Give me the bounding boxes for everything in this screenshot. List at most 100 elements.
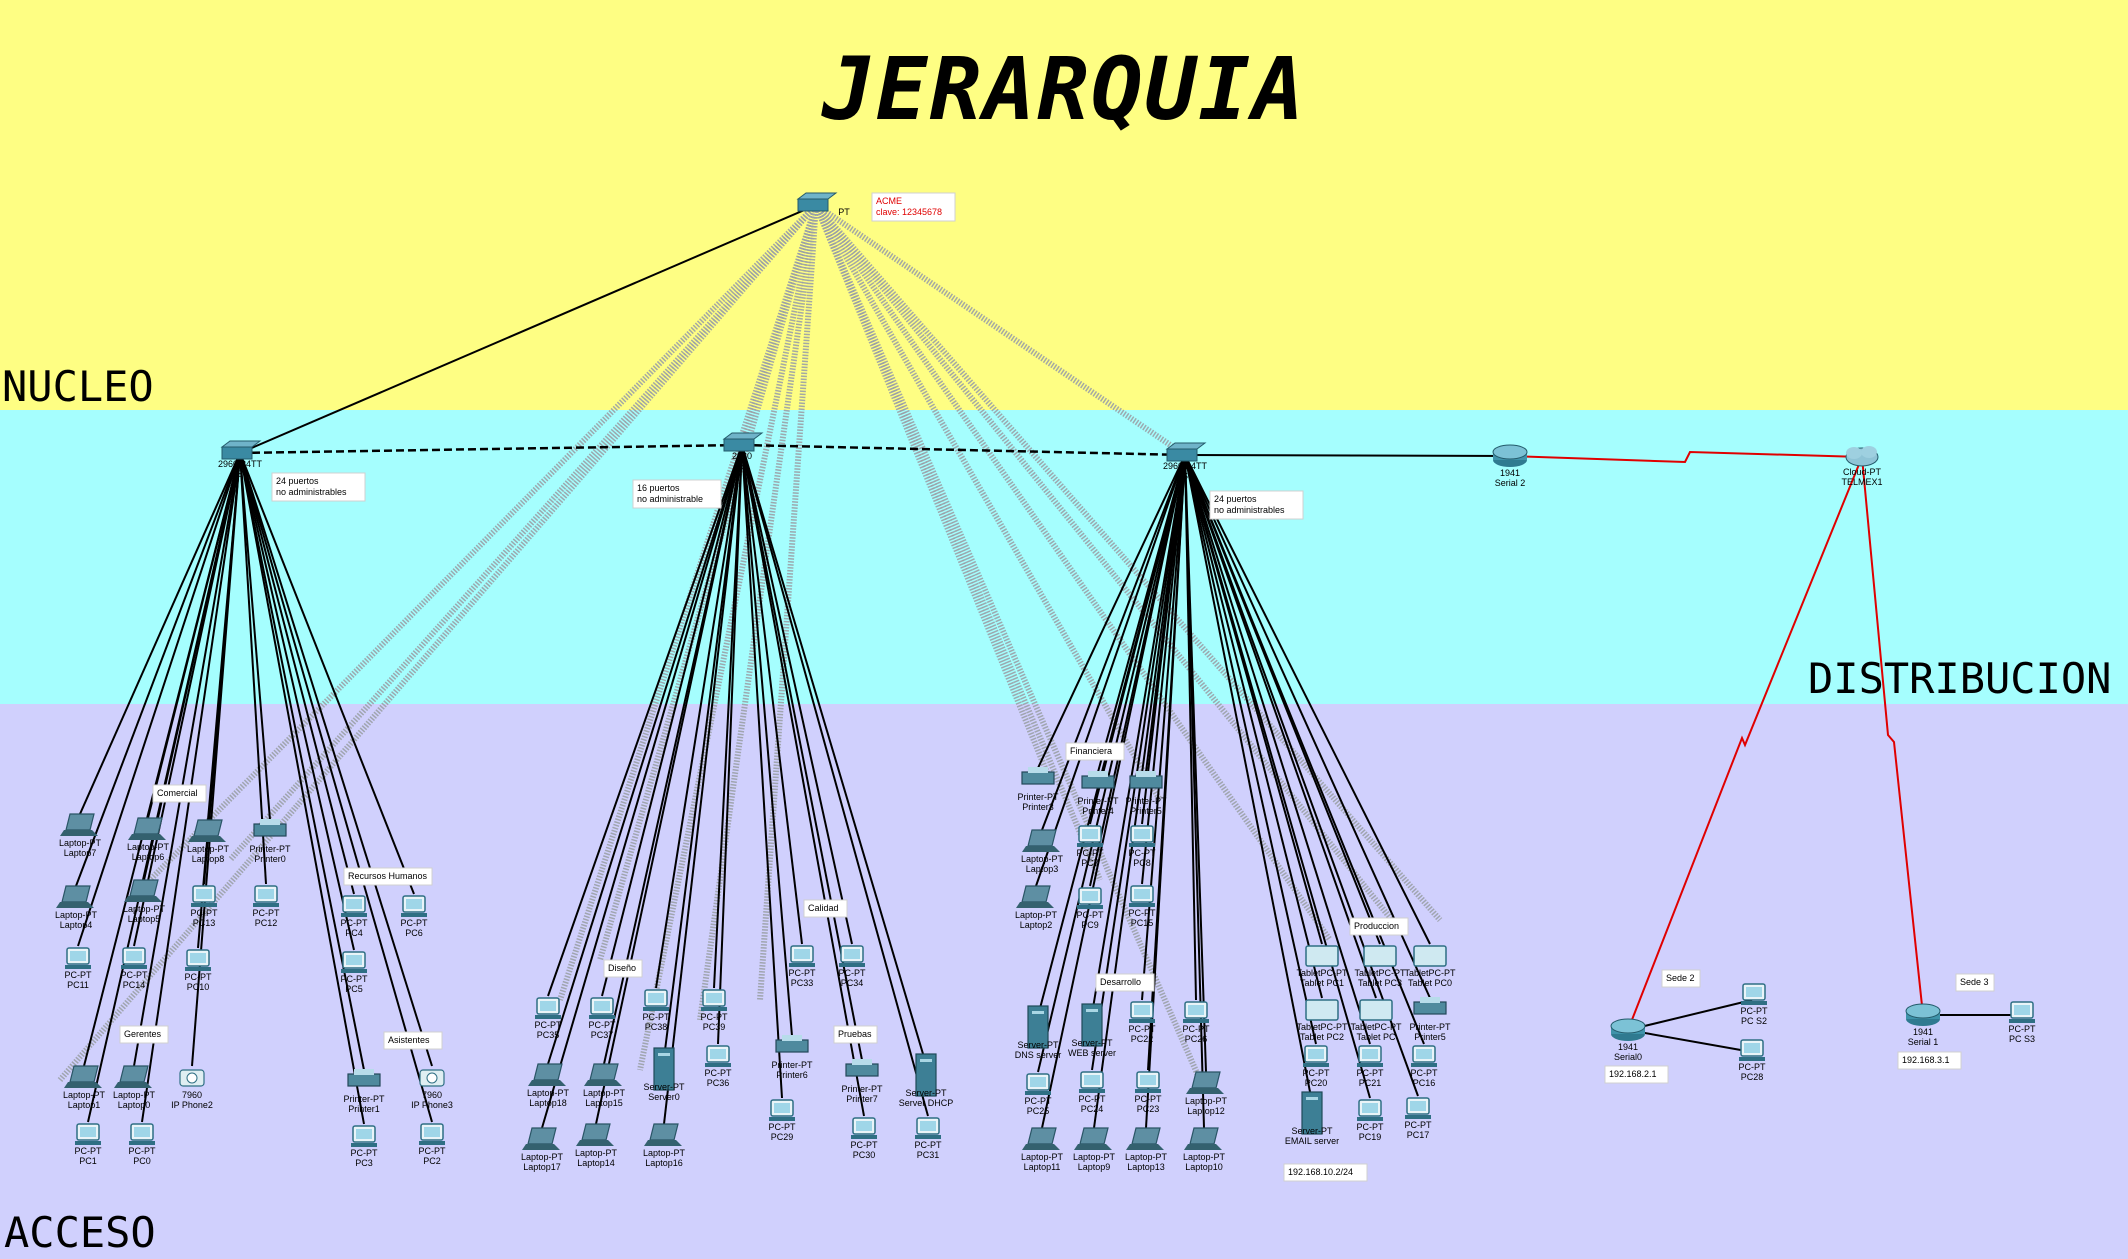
right-device-11-model: PC-PT [1129, 1024, 1157, 1034]
right-device-0-icon [1021, 767, 1055, 785]
left-device-15-icon [114, 1065, 152, 1088]
right-device-2-icon [1129, 771, 1163, 789]
center-device-18-icon [644, 1123, 682, 1146]
wan-router-model: 1941 [1500, 468, 1520, 478]
right-device-30-icon [1357, 1099, 1383, 1121]
link-center-7 [741, 444, 793, 1037]
link-sede2-pc-s2 [1627, 999, 1753, 1031]
center-device-9-model: Laptop-PT [527, 1088, 570, 1098]
left-device-16-icon [179, 1069, 205, 1087]
core-layer-band [0, 0, 2128, 410]
sede3-router-label: Serial 1 [1908, 1037, 1939, 1047]
link-center-13 [741, 444, 783, 1099]
email-server-ip: 192.168.10.2/24 [1283, 1163, 1368, 1182]
left-device-14-name: Laptop1 [68, 1100, 101, 1110]
link-center-16 [541, 444, 743, 1129]
center-device-13-name: PC29 [771, 1132, 794, 1142]
center-device-15-name: PC31 [917, 1150, 940, 1160]
center-device-18-model: Laptop-PT [643, 1148, 686, 1158]
switch-left-model: 2960-24TT [218, 459, 263, 469]
group-desarrollo-line-0: Desarrollo [1100, 977, 1141, 987]
center-device-6-model: PC-PT [705, 1068, 733, 1078]
right-device-26-model: Printer-PT [1409, 1022, 1451, 1032]
right-device-6-model: Laptop-PT [1015, 910, 1058, 920]
link-left-3 [239, 452, 271, 821]
left-device-18-icon [419, 1069, 445, 1087]
right-device-23-icon [1413, 945, 1447, 967]
center-device-12-icon [915, 1053, 937, 1097]
switch-left-icon [220, 440, 262, 460]
left-device-16-model: 7960 [182, 1090, 202, 1100]
center-device-6-name: PC36 [707, 1078, 730, 1088]
right-device-22-name: Tablet PC3 [1358, 978, 1402, 988]
center-device-2-name: PC35 [537, 1030, 560, 1040]
right-device-4-model: PC-PT [1077, 848, 1105, 858]
link-core-fan-10 [813, 203, 1163, 802]
group-asistentes-line-0: Asistentes [388, 1035, 430, 1045]
sede2-pc-s2-icon [1741, 983, 1767, 1005]
switch-left-note-line-0: 24 puertos [276, 476, 319, 486]
center-device-11-icon [653, 1047, 675, 1091]
right-device-29-model: PC-PT [1411, 1068, 1439, 1078]
right-device-4-name: PC7 [1081, 858, 1099, 868]
left-device-1-name: Laptop6 [132, 852, 165, 862]
left-device-22-name: PC2 [423, 1156, 441, 1166]
right-device-9-name: DNS server [1015, 1050, 1062, 1060]
switch-right-note-line-1: no administrables [1214, 505, 1285, 515]
right-device-10-icon [1081, 1003, 1103, 1047]
sede2-pc-s2-model: PC-PT [1741, 1006, 1769, 1016]
center-device-4-model: PC-PT [643, 1012, 671, 1022]
left-device-0-icon [60, 813, 98, 836]
center-device-4-name: PC38 [645, 1022, 668, 1032]
link-core-switch-left [239, 204, 817, 454]
center-device-3-icon [589, 997, 615, 1019]
right-device-1-model: Printer-PT [1077, 796, 1119, 806]
switch-center-icon [722, 432, 764, 452]
link-left-10 [77, 452, 241, 947]
right-device-25-icon [1359, 999, 1393, 1021]
link-core-fan-11 [813, 203, 1203, 1082]
right-device-9-icon [1027, 1005, 1049, 1049]
sede3-ip: 192.168.3.1 [1897, 1051, 1962, 1070]
link-right-18 [1093, 454, 1186, 1129]
center-device-6-icon [705, 1045, 731, 1067]
left-device-13-model: PC-PT [341, 974, 369, 984]
right-device-21-icon [1305, 945, 1339, 967]
right-device-30-name: PC19 [1359, 1132, 1382, 1142]
right-device-15-icon [1135, 1071, 1161, 1093]
right-device-10-model: Server-PT [1071, 1038, 1113, 1048]
left-device-5-model: Laptop-PT [123, 904, 166, 914]
link-switch-left-center [239, 443, 743, 455]
sede3-pc-s3-name: PC S3 [2009, 1034, 2035, 1044]
group-produccion: Produccion [1349, 917, 1409, 936]
right-device-0-model: Printer-PT [1017, 792, 1059, 802]
right-device-12-icon [1183, 1001, 1209, 1023]
right-device-12-model: PC-PT [1183, 1024, 1211, 1034]
right-device-5-name: PC8 [1133, 858, 1151, 868]
group-comercial: Comercial [152, 784, 207, 803]
link-core-fan-13 [813, 203, 1403, 932]
right-device-14-name: PC24 [1081, 1104, 1104, 1114]
right-device-20-name: Laptop10 [1185, 1162, 1223, 1172]
left-device-3-name: Printer0 [254, 854, 286, 864]
right-device-29-icon [1411, 1045, 1437, 1067]
group-comercial-line-0: Comercial [157, 788, 198, 798]
left-device-11-icon [121, 947, 147, 969]
left-device-10-icon [65, 947, 91, 969]
group-gerentes-line-0: Gerentes [124, 1029, 162, 1039]
link-left-9 [239, 452, 415, 895]
left-device-6-name: PC13 [193, 918, 216, 928]
link-right-28 [1184, 454, 1371, 1045]
link-core-fan-2 [227, 202, 819, 863]
group-recursos-humanos: Recursos Humanos [343, 867, 433, 886]
center-device-10-model: Laptop-PT [583, 1088, 626, 1098]
right-device-8-icon [1129, 885, 1155, 907]
right-device-32-model: Server-PT [1291, 1126, 1333, 1136]
right-device-7-icon [1077, 887, 1103, 909]
group-calidad-line-0: Calidad [808, 903, 839, 913]
sede2-pc28-icon [1739, 1039, 1765, 1061]
right-device-27-icon [1303, 1045, 1329, 1067]
right-device-6-icon [1016, 885, 1054, 908]
